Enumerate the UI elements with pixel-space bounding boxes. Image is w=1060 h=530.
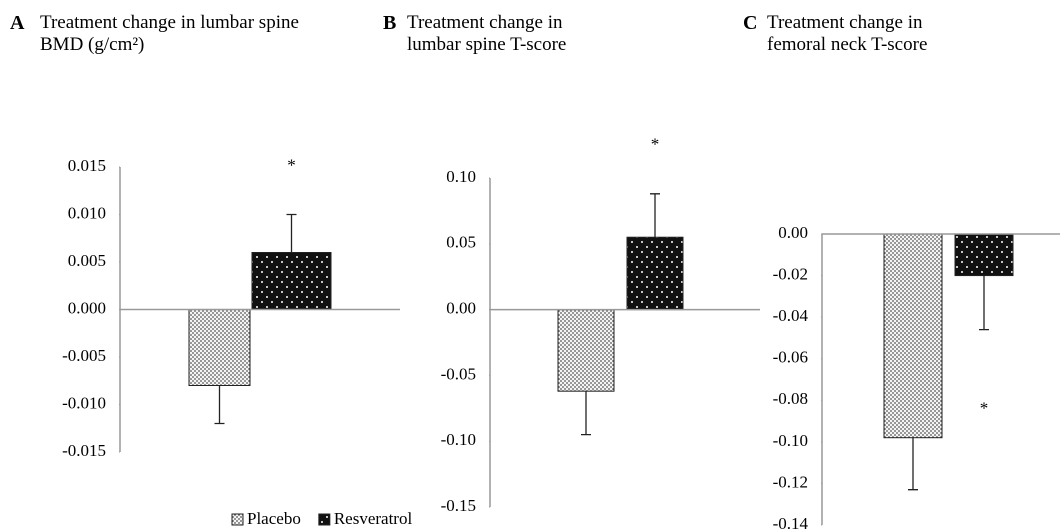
y-tick-label: 0.000 [68,298,106,317]
panel-title: Treatment change in lumbar spine T-score [407,12,567,55]
error-bar [286,213,297,253]
y-tick-label: 0.005 [68,251,106,270]
annotation: * [287,155,296,174]
error-bar [581,391,591,436]
error-bar [650,193,660,238]
bar [188,309,251,386]
legend-swatch [231,513,244,526]
y-tick-label: -0.005 [62,346,106,365]
legend-label: Placebo [247,509,301,528]
y-tick-label: -0.10 [773,431,808,450]
y-tick-label: -0.010 [62,393,106,412]
y-tick-label: -0.04 [773,306,809,325]
legend-swatch [318,513,331,526]
y-tick-label: -0.06 [773,348,808,367]
panel-label: C [743,12,758,34]
y-tick-label: 0.00 [778,223,808,242]
bar [883,233,943,439]
y-tick-label: -0.05 [441,364,476,383]
error-bar [979,275,989,331]
bar [954,233,1014,277]
error-bar [908,437,918,491]
y-tick-label: -0.15 [441,496,476,515]
panel-title: Treatment change in lumbar spine BMD (g/… [40,12,299,55]
y-tick-label: 0.10 [446,167,476,186]
error-bar [214,385,225,425]
y-tick-label: 0.00 [446,299,476,318]
y-tick-label: 0.010 [68,203,106,222]
bar [251,252,332,310]
y-tick-label: -0.10 [441,430,476,449]
y-tick-label: -0.08 [773,389,808,408]
annotation: * [651,135,660,154]
y-tick-label: -0.12 [773,472,808,491]
y-tick-label: 0.05 [446,233,476,252]
bar [626,236,684,311]
annotation: * [980,399,989,418]
panel-label: A [10,12,25,34]
bar [557,309,615,392]
y-tick-label: 0.015 [68,156,106,175]
panel-label: B [383,12,397,34]
y-tick-label: -0.14 [773,514,809,530]
y-tick-label: -0.015 [62,441,106,460]
panel-title: Treatment change in femoral neck T-score [767,12,928,55]
y-tick-label: -0.02 [773,264,808,283]
legend-label: Resveratrol [334,509,413,528]
